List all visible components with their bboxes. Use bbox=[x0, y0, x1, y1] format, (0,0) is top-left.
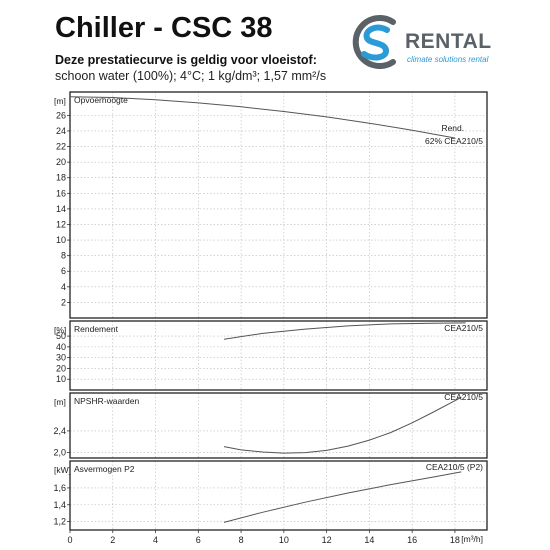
x-tick-label: 10 bbox=[279, 535, 289, 545]
x-tick-label: 18 bbox=[450, 535, 460, 545]
annotation-label: 62% bbox=[425, 136, 442, 146]
subtitle: Deze prestatiecurve is geldig voor vloei… bbox=[55, 53, 317, 67]
y-tick-label: 2 bbox=[61, 297, 66, 307]
y-tick-label: 22 bbox=[56, 142, 66, 152]
y-tick-label: 8 bbox=[61, 251, 66, 261]
series-line bbox=[223, 396, 462, 454]
y-tick-label: 20 bbox=[56, 157, 66, 167]
logo-tagline: climate solutions rental bbox=[407, 55, 489, 64]
y-tick-label: 2,4 bbox=[53, 426, 66, 436]
y-axis-unit: [m] bbox=[54, 96, 66, 106]
y-tick-label: 26 bbox=[56, 110, 66, 120]
series-label: CEA210/5 bbox=[444, 323, 483, 333]
fluid-conditions: schoon water (100%); 4°C; 1 kg/dm³; 1,57… bbox=[55, 69, 327, 83]
series-label: CEA210/5 bbox=[444, 392, 483, 402]
y-tick-label: 1,2 bbox=[53, 517, 66, 527]
x-tick-label: 8 bbox=[239, 535, 244, 545]
rental-logo: RENTAL climate solutions rental bbox=[347, 10, 497, 74]
y-tick-label: 1,6 bbox=[53, 483, 66, 493]
y-tick-label: 40 bbox=[56, 342, 66, 352]
y-tick-label: 18 bbox=[56, 173, 66, 183]
y-tick-label: 14 bbox=[56, 204, 66, 214]
series-line bbox=[69, 96, 455, 139]
panel-frame bbox=[69, 91, 488, 319]
annotation-label: Rend. bbox=[441, 123, 464, 133]
y-tick-label: 10 bbox=[56, 235, 66, 245]
y-tick-label: 6 bbox=[61, 266, 66, 276]
y-tick-label: 50 bbox=[56, 331, 66, 341]
panel-frame bbox=[69, 392, 488, 459]
y-tick-label: 12 bbox=[56, 219, 66, 229]
y-tick-label: 30 bbox=[56, 353, 66, 363]
y-tick-label: 24 bbox=[56, 126, 66, 136]
panel-frame bbox=[69, 460, 488, 531]
x-tick-label: 16 bbox=[407, 535, 417, 545]
x-tick-label: 12 bbox=[322, 535, 332, 545]
x-tick-label: 14 bbox=[364, 535, 374, 545]
panel-title: Rendement bbox=[74, 324, 119, 334]
page-title: Chiller - CSC 38 bbox=[55, 12, 273, 44]
y-axis-unit: [kW] bbox=[54, 465, 71, 475]
x-axis-unit: [m³/h] bbox=[461, 534, 483, 544]
x-tick-label: 0 bbox=[67, 535, 72, 545]
y-tick-label: 2,0 bbox=[53, 448, 66, 458]
y-tick-label: 16 bbox=[56, 188, 66, 198]
y-tick-label: 1,4 bbox=[53, 500, 66, 510]
series-line bbox=[223, 471, 462, 523]
x-tick-label: 4 bbox=[153, 535, 158, 545]
logo-word: RENTAL bbox=[405, 30, 492, 53]
x-tick-label: 2 bbox=[110, 535, 115, 545]
x-tick-label: 6 bbox=[196, 535, 201, 545]
y-tick-label: 10 bbox=[56, 374, 66, 384]
y-axis-unit: [m] bbox=[54, 397, 66, 407]
y-tick-label: 20 bbox=[56, 363, 66, 373]
series-line bbox=[223, 322, 466, 340]
panel-title: Opvoerhoogte bbox=[74, 95, 128, 105]
y-tick-label: 4 bbox=[61, 282, 66, 292]
y-axis-unit: [%] bbox=[54, 325, 66, 335]
panel-frame bbox=[69, 320, 488, 391]
series-label: CEA210/5 (P2) bbox=[426, 462, 483, 472]
panel-title: NPSHR-waarden bbox=[74, 396, 139, 406]
logo-mark-icon bbox=[352, 15, 396, 69]
series-label: CEA210/5 bbox=[444, 136, 483, 146]
panel-title: Asvermogen P2 bbox=[74, 464, 135, 474]
